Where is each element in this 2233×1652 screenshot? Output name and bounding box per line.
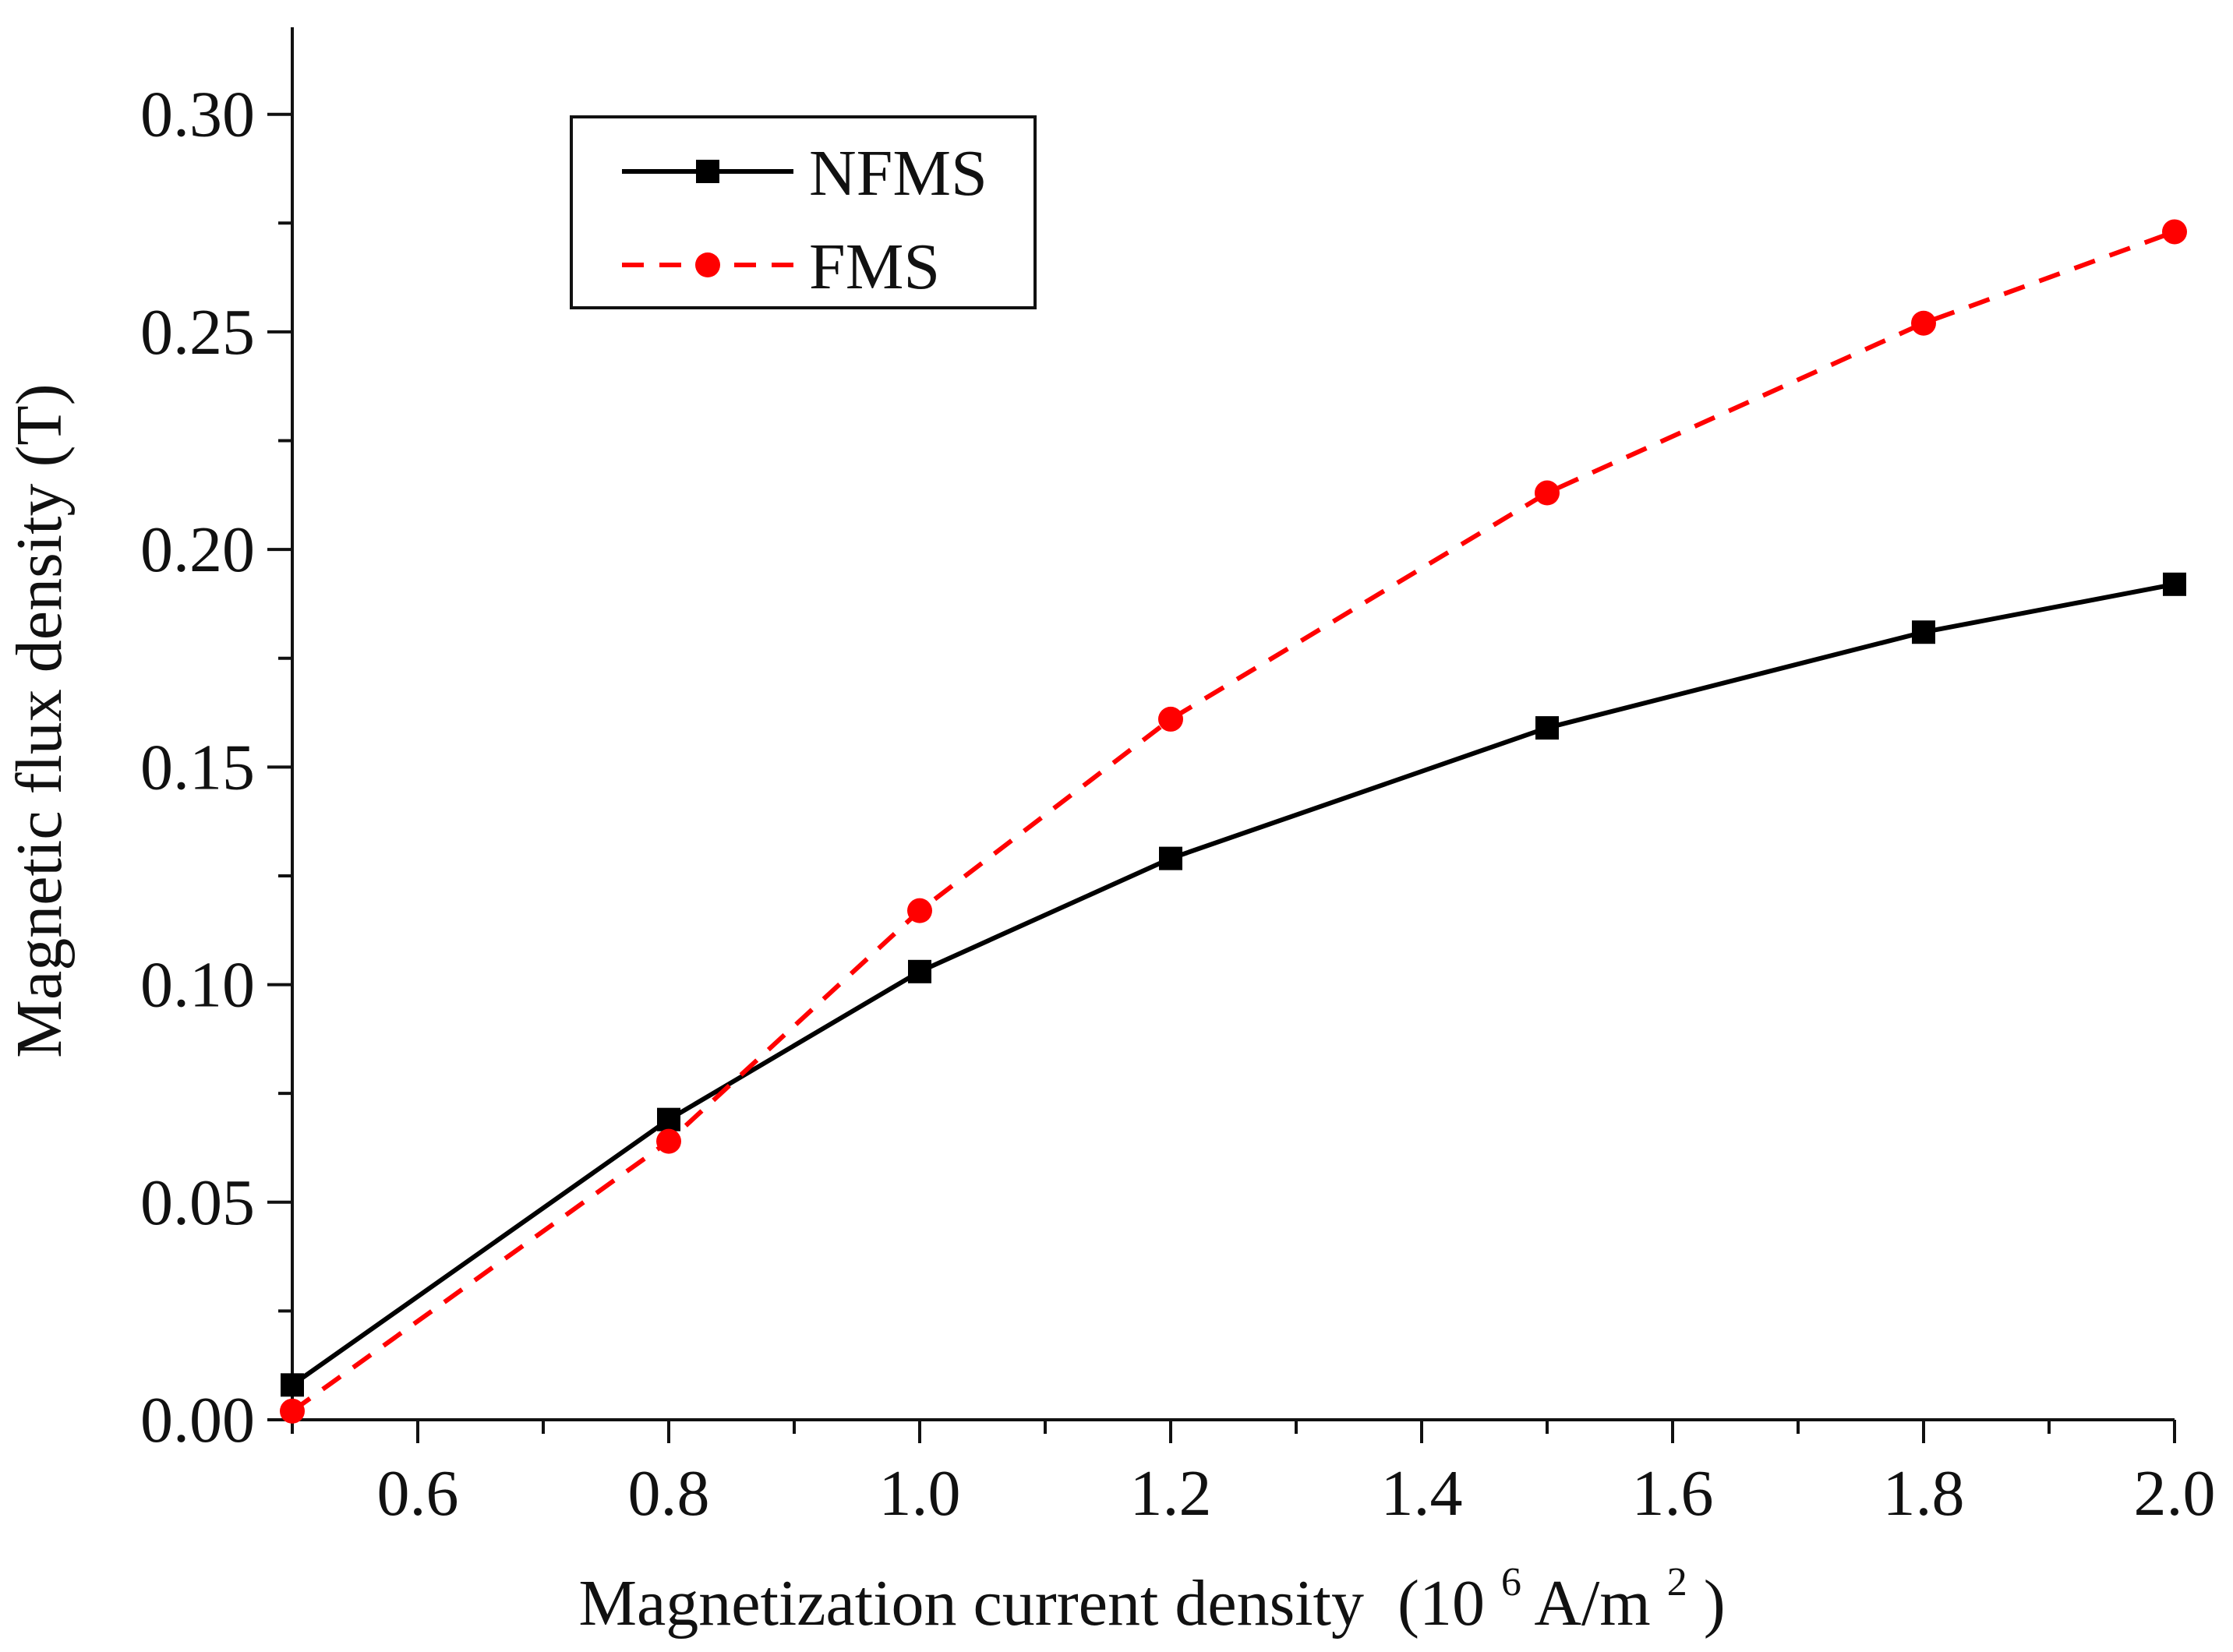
x-tick-label: 0.6 (377, 1457, 459, 1530)
x-tick-label: 1.2 (1130, 1457, 1212, 1530)
series-line-nfms (291, 581, 2175, 1387)
data-point-fms (1911, 310, 1936, 336)
y-tick-label: 0.20 (140, 514, 255, 586)
x-axis-title-unit-sup: 2 (1667, 1560, 1687, 1604)
x-tick-label: 2.0 (2134, 1457, 2216, 1530)
x-tick-label: 0.8 (628, 1457, 710, 1530)
data-point-nfms (657, 1107, 680, 1131)
x-axis-title-main: Magnetization current density (578, 1567, 1364, 1640)
data-point-nfms (281, 1373, 304, 1397)
y-axis-title: Magnetic flux density (T) (3, 383, 76, 1057)
series-line-fms (291, 229, 2176, 1414)
x-tick-label: 1.6 (1632, 1457, 1714, 1530)
data-point-nfms (1535, 716, 1559, 740)
plot-axes: 0.6 0.8 1.0 1.2 1.4 1.6 1.8 2.0 0.00 0.05 0.10 0.15… (140, 27, 2216, 1530)
x-axis-title-unit-middle: A/m (1534, 1567, 1650, 1640)
x-tick-label: 1.8 (1883, 1457, 1965, 1530)
data-point-fms (2162, 219, 2187, 245)
x-axis-title-unit-close: ) (1704, 1567, 1726, 1640)
data-point-nfms (1159, 846, 1182, 870)
x-axis-title: Magnetization current density (10 6 A/m … (578, 1537, 1725, 1640)
legend: NFMS FMS (570, 115, 1037, 309)
y-tick-label: 0.30 (140, 79, 255, 151)
data-point-fms (1158, 706, 1183, 732)
data-point-fms (1535, 480, 1560, 506)
legend-marker-fms (695, 252, 720, 277)
x-tick-label: 1.4 (1381, 1457, 1463, 1530)
x-tick-label: 1.0 (879, 1457, 961, 1530)
y-tick-label: 0.25 (140, 296, 255, 369)
plot-series (280, 219, 2187, 1424)
data-point-fms (907, 898, 932, 923)
y-tick-label: 0.05 (140, 1167, 255, 1239)
data-point-nfms (908, 959, 931, 983)
data-point-nfms (1912, 620, 1935, 644)
y-tick-label: 0.15 (140, 731, 255, 803)
legend-marker-nfms (696, 160, 719, 183)
data-point-fms (280, 1398, 305, 1424)
legend-box (570, 115, 1037, 309)
legend-label-nfms: NFMS (809, 137, 988, 210)
y-tick-label: 0.10 (140, 949, 255, 1022)
legend-label-fms: FMS (809, 231, 940, 303)
data-point-fms (656, 1128, 681, 1154)
x-axis-title-unit-open: (10 (1397, 1567, 1485, 1640)
x-axis-title-unit-exp: 6 (1501, 1560, 1521, 1604)
data-point-nfms (2163, 572, 2186, 596)
y-tick-label: 0.00 (140, 1384, 255, 1456)
